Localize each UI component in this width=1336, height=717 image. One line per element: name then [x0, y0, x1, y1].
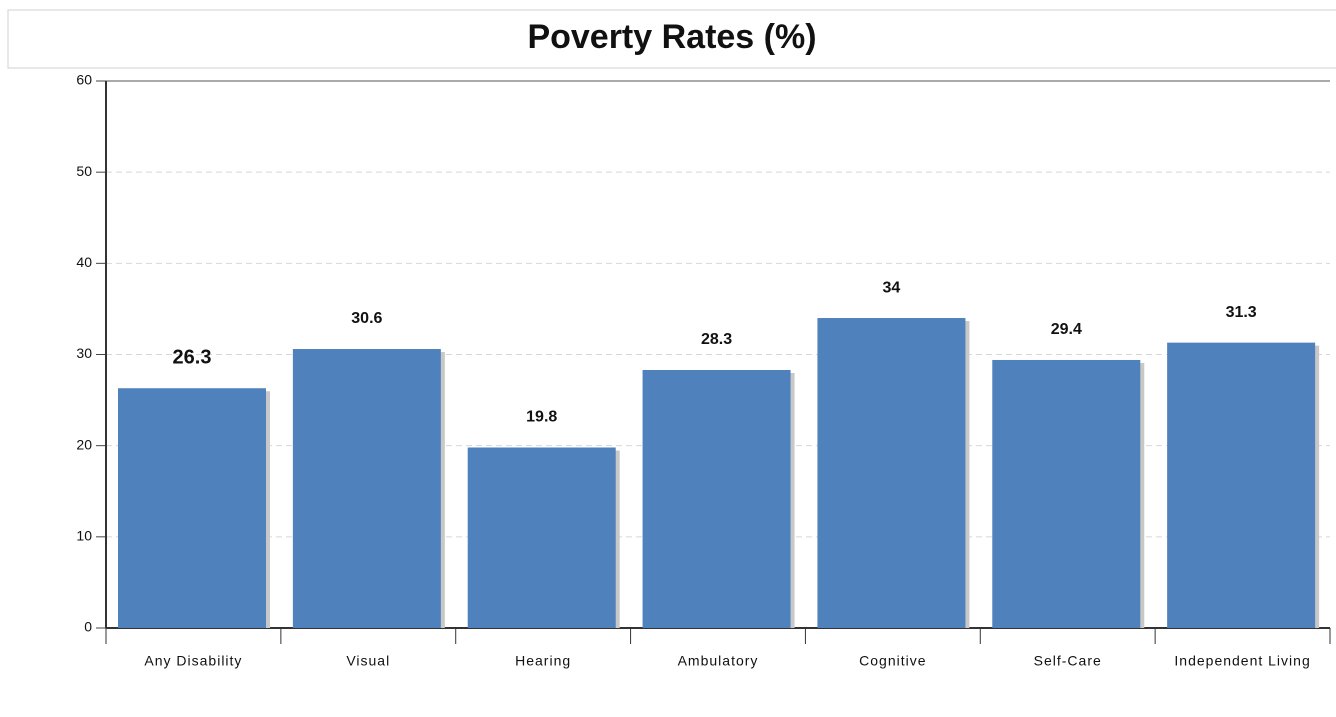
y-tick-label: 20 — [76, 436, 92, 452]
bar — [992, 359, 1141, 628]
bar — [292, 349, 441, 628]
value-label: 19.8 — [526, 409, 557, 426]
value-label: 26.3 — [173, 347, 212, 369]
bar — [642, 369, 791, 628]
x-tick-label: Self-Care — [1034, 653, 1102, 669]
x-tick-label: Any Disability — [144, 653, 242, 669]
x-tick-label: Hearing — [515, 653, 571, 669]
bar — [1167, 342, 1316, 628]
value-label: 28.3 — [701, 331, 732, 348]
bar — [817, 318, 966, 628]
y-tick-label: 30 — [76, 345, 92, 361]
title-box — [7, 9, 1336, 69]
value-label: 31.3 — [1226, 304, 1257, 321]
value-label: 30.6 — [351, 310, 382, 327]
y-tick-label: 10 — [76, 528, 92, 544]
bar — [118, 388, 266, 628]
y-tick-label: 50 — [76, 163, 92, 179]
value-label: 34 — [883, 279, 901, 296]
y-tick-label: 0 — [84, 619, 92, 635]
x-tick-label: Cognitive — [859, 653, 926, 669]
bar — [467, 447, 616, 628]
y-tick-label: 40 — [76, 254, 92, 270]
value-label: 29.4 — [1051, 321, 1082, 338]
chart-title: Poverty Rates (%) — [527, 18, 816, 56]
y-tick-label: 60 — [76, 72, 92, 88]
x-tick-label: Visual — [346, 653, 390, 669]
x-tick-label: Ambulatory — [678, 653, 759, 669]
x-tick-label: Independent Living — [1174, 653, 1310, 669]
